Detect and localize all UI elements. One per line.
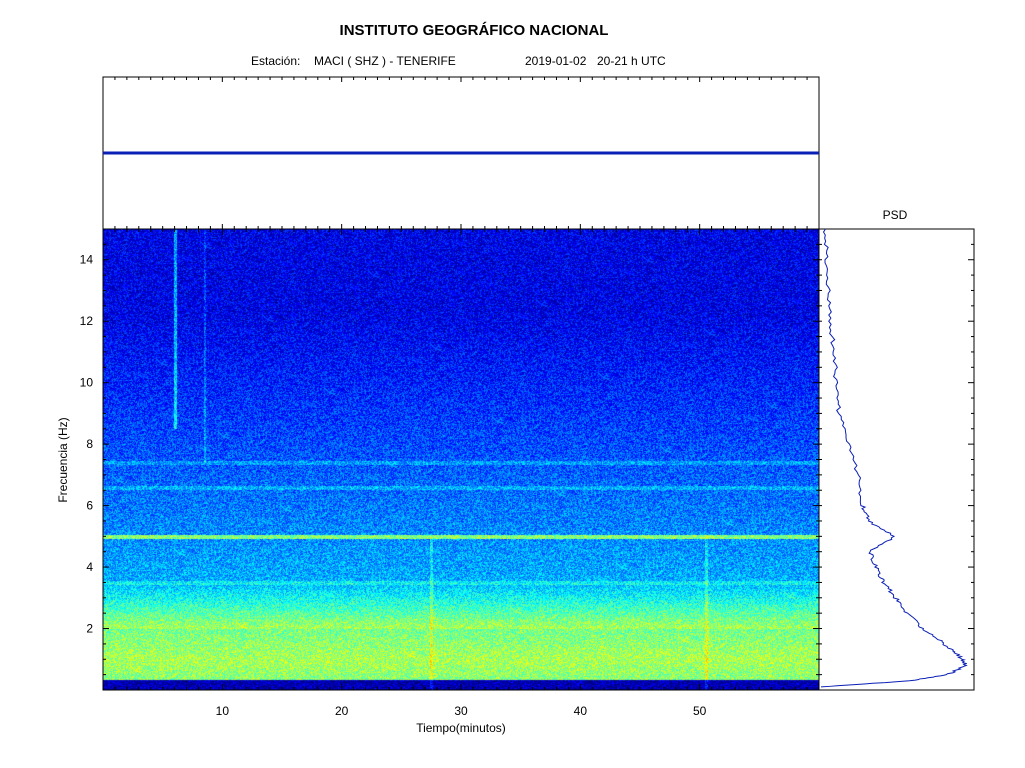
spectrogram-frame	[102, 228, 820, 691]
x-axis-label: Tiempo(minutos)	[416, 721, 506, 735]
psd-ticks	[819, 243, 974, 676]
date-label: 2019-01-02	[525, 54, 587, 68]
y-tick-label: 14	[80, 253, 94, 267]
y-axis-label: Frecuencia (Hz)	[56, 417, 70, 502]
x-tick-label: 50	[693, 704, 707, 718]
x-tick-label: 30	[454, 704, 468, 718]
page-title: INSTITUTO GEOGRÁFICO NACIONAL	[339, 22, 609, 39]
y-tick-label: 2	[86, 622, 93, 636]
x-tick-label: 20	[335, 704, 349, 718]
y-tick-label: 12	[80, 314, 94, 328]
x-tick-label: 10	[216, 704, 230, 718]
spectrogram-ticks: 10 20 30 40 50 2 4 6 8 10 12 14	[80, 229, 819, 718]
psd-frame	[818, 228, 975, 691]
spectrogram-heatmap	[103, 229, 819, 690]
time-range-label: 20-21 h UTC	[597, 54, 666, 68]
x-tick-label: 40	[574, 704, 588, 718]
station-name: MACI ( SHZ ) - TENERIFE	[314, 54, 456, 68]
y-tick-label: 8	[86, 437, 93, 451]
y-tick-label: 6	[86, 499, 93, 513]
psd-curve	[820, 228, 968, 688]
y-tick-label: 4	[86, 560, 93, 574]
station-label: Estación:	[251, 54, 301, 68]
psd-title: PSD	[883, 208, 908, 222]
y-tick-label: 10	[80, 376, 94, 390]
